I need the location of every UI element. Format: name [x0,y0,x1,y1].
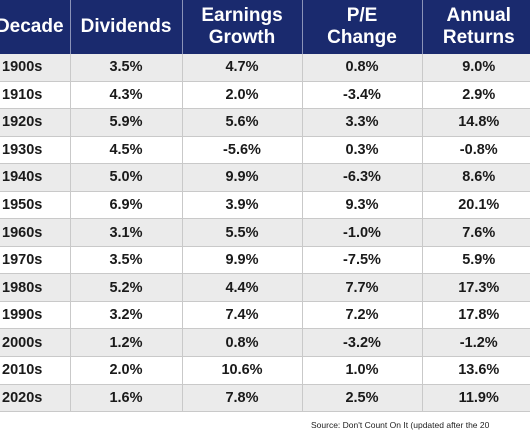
earnings-growth-cell: 4.7% [182,54,303,82]
header-annual-returns: Annual Returns [422,0,530,54]
annual-returns-cell: -0.8% [422,136,530,165]
table-row: 2010s 2.0% 10.6% 1.0% 13.6% [0,356,530,385]
dividends-cell: 3.1% [70,218,183,247]
table-row: 1970s 3.5% 9.9% -7.5% 5.9% [0,246,530,275]
table-row: 1940s 5.0% 9.9% -6.3% 8.6% [0,163,530,192]
decade-cell: 1970s [0,246,71,275]
dividends-cell: 6.9% [70,191,183,220]
table-row: 1920s 5.9% 5.6% 3.3% 14.8% [0,108,530,137]
pe-change-cell: 2.5% [302,384,423,413]
decade-cell: 1930s [0,136,71,165]
table-row: 1910s 4.3% 2.0% -3.4% 2.9% [0,81,530,110]
table-row: 1980s 5.2% 4.4% 7.7% 17.3% [0,273,530,302]
dividends-cell: 3.5% [70,246,183,275]
decade-cell: 1950s [0,191,71,220]
decade-cell: 2000s [0,328,71,358]
pe-change-cell: 0.3% [302,136,423,165]
annual-returns-cell: 2.9% [422,81,530,110]
dividends-cell: 5.2% [70,273,183,302]
decade-cell: 1980s [0,273,71,302]
annual-returns-cell: 14.8% [422,108,530,137]
dividends-cell: 1.6% [70,384,183,413]
decade-cell: 1940s [0,163,71,192]
table-body: 1900s 3.5% 4.7% 0.8% 9.0% 1910s 4.3% 2.0% -3.4% 2… [0,54,530,413]
decade-cell: 1920s [0,108,71,137]
annual-returns-cell: 20.1% [422,191,530,220]
earnings-growth-cell: 0.8% [182,328,303,358]
dividends-cell: 4.5% [70,136,183,165]
dividends-cell: 4.3% [70,81,183,110]
pe-change-cell: 7.2% [302,301,423,330]
earnings-growth-cell: 2.0% [182,81,303,110]
pe-change-cell: 3.3% [302,108,423,137]
decade-cell: 2010s [0,356,71,385]
dividends-cell: 3.2% [70,301,183,330]
earnings-growth-cell: 3.9% [182,191,303,220]
earnings-growth-cell: 9.9% [182,163,303,192]
pe-change-cell: -3.2% [302,328,423,358]
earnings-growth-cell: 4.4% [182,273,303,302]
dividends-cell: 5.9% [70,108,183,137]
annual-returns-cell: 7.6% [422,218,530,247]
table-row: 1930s 4.5% -5.6% 0.3% -0.8% [0,136,530,165]
pe-change-cell: -6.3% [302,163,423,192]
earnings-growth-cell: -5.6% [182,136,303,165]
earnings-growth-cell: 9.9% [182,246,303,275]
table-row: 2020s 1.6% 7.8% 2.5% 11.9% [0,384,530,413]
header-earnings-growth: Earnings Growth [182,0,303,54]
earnings-growth-cell: 7.4% [182,301,303,330]
returns-table: Decade Dividends Earnings Growth P/E Chang… [0,0,530,413]
annual-returns-cell: 11.9% [422,384,530,413]
pe-change-cell: 1.0% [302,356,423,385]
annual-returns-cell: 9.0% [422,54,530,82]
decade-cell: 1900s [0,54,71,82]
table-row: 1900s 3.5% 4.7% 0.8% 9.0% [0,54,530,82]
header-row: Decade Dividends Earnings Growth P/E Chang… [0,0,530,54]
decade-cell: 1960s [0,218,71,247]
annual-returns-cell: 8.6% [422,163,530,192]
decade-cell: 1910s [0,81,71,110]
dividends-cell: 3.5% [70,54,183,82]
earnings-growth-cell: 10.6% [182,356,303,385]
decade-cell: 2020s [0,384,71,413]
source-note: Source: Don't Count On It (updated after… [311,420,490,430]
pe-change-cell: -1.0% [302,218,423,247]
pe-change-cell: -3.4% [302,81,423,110]
pe-change-cell: 0.8% [302,54,423,82]
pe-change-cell: 9.3% [302,191,423,220]
annual-returns-cell: 17.3% [422,273,530,302]
pe-change-cell: 7.7% [302,273,423,302]
earnings-growth-cell: 7.8% [182,384,303,413]
annual-returns-cell: 17.8% [422,301,530,330]
table-row: 1950s 6.9% 3.9% 9.3% 20.1% [0,191,530,220]
decade-cell: 1990s [0,301,71,330]
table-row: 2000s 1.2% 0.8% -3.2% -1.2% [0,328,530,358]
dividends-cell: 2.0% [70,356,183,385]
annual-returns-cell: 5.9% [422,246,530,275]
annual-returns-cell: -1.2% [422,328,530,358]
annual-returns-cell: 13.6% [422,356,530,385]
header-pe-change: P/E Change [302,0,423,54]
dividends-cell: 1.2% [70,328,183,358]
table-row: 1960s 3.1% 5.5% -1.0% 7.6% [0,218,530,247]
earnings-growth-cell: 5.6% [182,108,303,137]
table-row: 1990s 3.2% 7.4% 7.2% 17.8% [0,301,530,330]
earnings-growth-cell: 5.5% [182,218,303,247]
header-dividends: Dividends [70,0,183,54]
pe-change-cell: -7.5% [302,246,423,275]
header-decade: Decade [0,0,71,54]
dividends-cell: 5.0% [70,163,183,192]
